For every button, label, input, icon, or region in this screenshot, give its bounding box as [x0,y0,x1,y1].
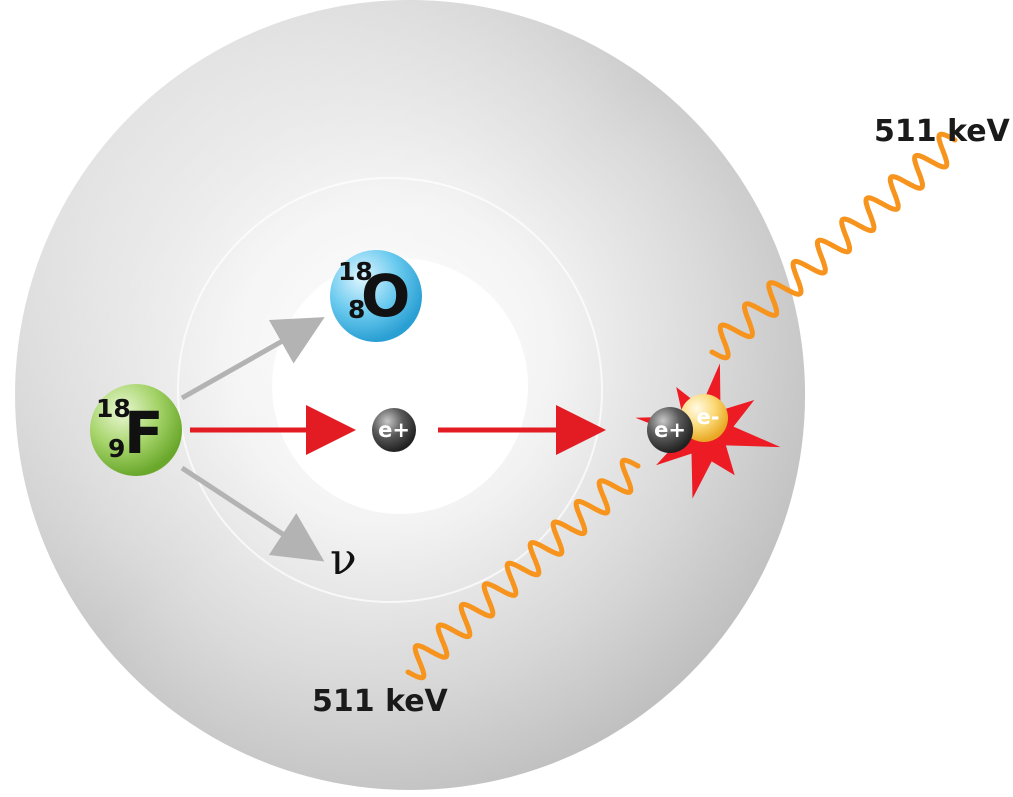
positron-annihilating: e+ [647,407,693,453]
fluorine-atomic-number: 9 [108,434,125,463]
oxygen-mass-number: 18 [338,257,373,286]
positron-label: e+ [378,418,410,442]
electron-label: e- [697,405,720,429]
oxygen-18-nucleus: 18 8 O [330,250,422,342]
oxygen-symbol: O [361,262,410,330]
fluorine-symbol: F [124,399,164,467]
decay-arrow-to-oxygen [180,317,325,401]
positron-emitted: e+ [372,408,416,452]
photon-wave-lower [405,457,641,681]
oxygen-atomic-number: 8 [348,295,365,324]
positron-annihilating-label: e+ [654,418,686,442]
gamma-energy-label-top: 511 keV [874,114,1011,149]
gamma-energy-label-bottom: 511 keV [312,684,449,719]
neutrino-symbol: ν [330,534,357,585]
photon-wave-upper [709,131,958,361]
matter-ring [15,0,806,790]
fluorine-18-nucleus: 18 9 F [90,384,182,476]
fluorine-mass-number: 18 [96,394,131,423]
decay-arrow-to-neutrino [180,465,325,562]
